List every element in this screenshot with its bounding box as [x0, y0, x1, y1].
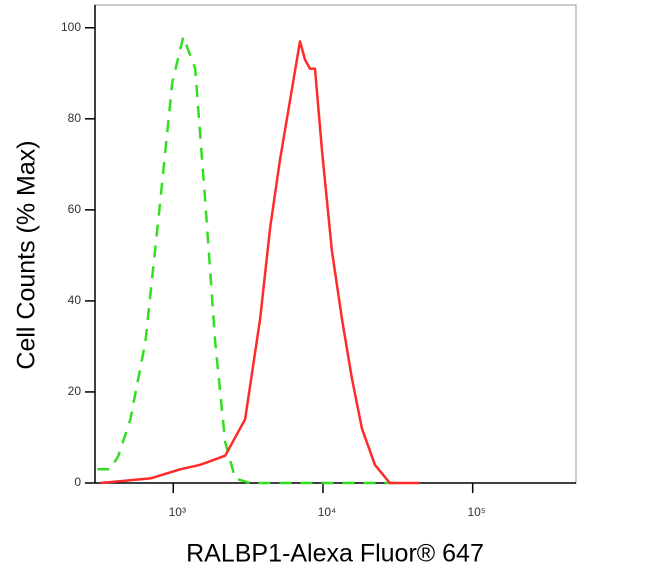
- y-tick-label: 0: [74, 475, 81, 489]
- series-line: [100, 40, 420, 485]
- plot-frame: [94, 4, 577, 484]
- y-tick-label: 60: [68, 202, 82, 216]
- x-axis-title: RALBP1-Alexa Fluor® 647: [186, 540, 484, 568]
- series-line: [97, 35, 400, 485]
- x-tick-label: 10⁵: [468, 505, 486, 519]
- y-tick-label: 20: [68, 384, 82, 398]
- y-tick-label: 80: [68, 111, 82, 125]
- x-tick-label: 10⁴: [318, 505, 337, 519]
- y-axis-title: Cell Counts (% Max): [13, 140, 41, 369]
- x-tick-label: 10³: [169, 505, 186, 519]
- y-tick-label: 40: [68, 293, 82, 307]
- y-tick-label: 100: [61, 20, 81, 34]
